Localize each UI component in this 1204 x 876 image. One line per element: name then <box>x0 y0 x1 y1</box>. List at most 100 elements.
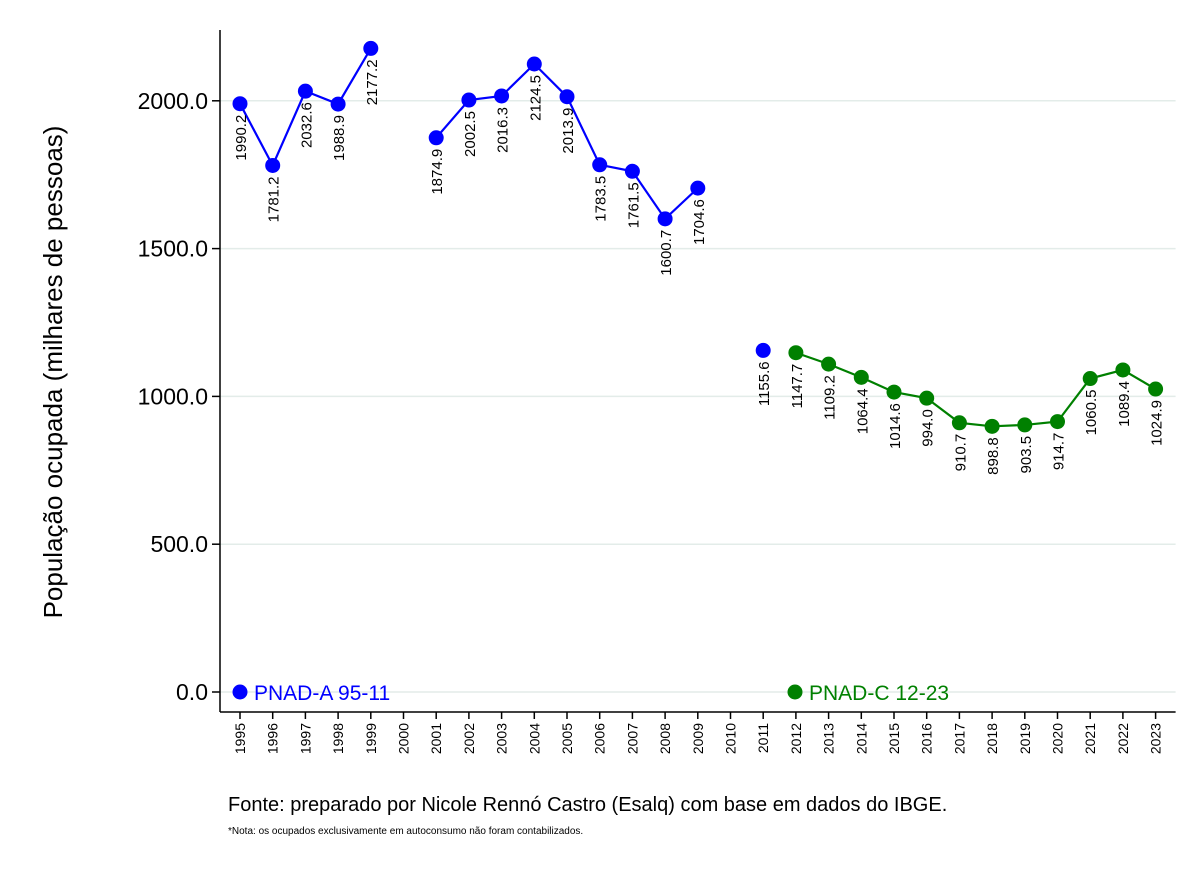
data-label: 1761.5 <box>625 182 642 228</box>
data-point <box>624 163 640 179</box>
data-point <box>1050 414 1065 430</box>
data-label: 914.7 <box>1051 433 1068 471</box>
data-point <box>919 390 935 406</box>
data-label: 1600.7 <box>658 230 675 276</box>
data-point <box>1082 371 1098 387</box>
data-label: 2124.5 <box>527 75 544 121</box>
data-label: 903.5 <box>1018 436 1035 474</box>
legend-label: PNAD-C 12-23 <box>809 682 949 705</box>
x-tick-label: 2008 <box>657 723 673 754</box>
x-tick-label: 2003 <box>494 723 510 754</box>
series-group: 1990.2 1781.2 2032.6 1988.9 2177.2 1874.9 2002… <box>232 40 1166 475</box>
x-tick-label: 1995 <box>232 723 248 754</box>
y-tick-label: 2000.0 <box>138 88 208 114</box>
data-point <box>559 89 575 105</box>
data-label: 1988.9 <box>331 115 348 161</box>
x-tick-label: 2018 <box>984 723 1000 754</box>
legend-marker <box>232 684 248 700</box>
data-point <box>886 384 902 400</box>
x-tick-label: 2007 <box>624 723 640 754</box>
x-tick-label: 2017 <box>951 723 967 754</box>
x-tick-label: 2005 <box>559 723 575 754</box>
data-point <box>363 40 379 56</box>
y-axis-ticks: 0.0 500.0 1000.0 1500.0 2000.0 <box>138 88 220 705</box>
data-point <box>755 342 771 358</box>
data-label: 1147.7 <box>789 364 806 409</box>
data-point <box>821 356 837 372</box>
data-point <box>690 180 706 196</box>
x-tick-label: 2014 <box>853 723 869 754</box>
data-label: 1155.6 <box>756 361 773 406</box>
data-label: 1704.6 <box>691 199 708 245</box>
data-point <box>461 92 477 108</box>
legend-label: PNAD-A 95-11 <box>254 682 390 705</box>
data-point <box>526 56 542 72</box>
data-point <box>1115 362 1131 378</box>
x-tick-label: 2022 <box>1115 723 1131 754</box>
data-point <box>1017 417 1033 433</box>
y-tick-label: 500.0 <box>150 531 208 557</box>
data-point <box>494 88 510 104</box>
data-label: 1014.6 <box>887 403 904 449</box>
y-tick-label: 1500.0 <box>138 236 208 262</box>
data-label: 1060.5 <box>1083 390 1100 436</box>
y-tick-label: 1000.0 <box>138 383 208 409</box>
data-point <box>592 157 608 173</box>
x-tick-label: 1998 <box>330 723 346 754</box>
data-point <box>428 130 444 146</box>
x-tick-label: 2015 <box>886 723 902 754</box>
data-label: 1783.5 <box>593 176 610 222</box>
series-pnad-a: 1990.2 1781.2 2032.6 1988.9 2177.2 1874.9 2002… <box>232 40 773 406</box>
x-tick-label: 1997 <box>297 723 313 754</box>
data-label: 1064.4 <box>854 388 871 434</box>
data-label: 1874.9 <box>429 149 446 195</box>
data-point <box>657 211 673 227</box>
x-tick-label: 2012 <box>788 723 804 754</box>
source-caption: Fonte: preparado por Nicole Rennó Castro… <box>228 794 948 816</box>
x-tick-label: 2019 <box>1017 723 1033 754</box>
data-point <box>1148 381 1164 397</box>
x-tick-label: 2006 <box>592 723 608 754</box>
data-point <box>788 345 804 361</box>
x-tick-label: 2021 <box>1082 723 1098 754</box>
data-point <box>951 415 967 431</box>
data-label: 2013.9 <box>560 108 577 154</box>
data-label: 994.0 <box>920 409 937 447</box>
y-axis-label: População ocupada (milhares de pessoas) <box>38 126 68 619</box>
data-label: 910.7 <box>952 434 969 472</box>
data-point <box>232 96 248 112</box>
legend-marker <box>787 684 803 700</box>
x-tick-label: 2009 <box>690 723 706 754</box>
x-axis-ticks: 1995 1996 1997 1998 1999 2000 2001 2002 2003 2004… <box>232 712 1164 754</box>
x-tick-label: 2020 <box>1050 723 1066 754</box>
data-label: 1990.2 <box>233 115 250 161</box>
y-tick-label: 0.0 <box>176 679 208 705</box>
data-label: 1109.2 <box>822 375 839 420</box>
x-tick-label: 2001 <box>428 723 444 754</box>
data-label: 898.8 <box>985 437 1002 475</box>
data-label: 2016.3 <box>495 107 512 153</box>
data-label: 2032.6 <box>298 102 315 148</box>
legend: PNAD-A 95-11 PNAD-C 12-23 <box>232 682 949 705</box>
x-tick-label: 1996 <box>265 723 281 754</box>
footnote: *Nota: os ocupados exclusivamente em aut… <box>228 826 584 837</box>
data-label: 2002.5 <box>462 111 479 157</box>
series-pnad-c: 1147.7 1109.2 1064.4 1014.6 994.0 910.7 898.8 9… <box>788 345 1166 475</box>
data-point <box>853 369 869 385</box>
data-label: 2177.2 <box>364 59 381 105</box>
series-line <box>795 351 1157 428</box>
x-tick-label: 2013 <box>821 723 837 754</box>
data-label: 1089.4 <box>1116 381 1133 427</box>
x-tick-label: 2002 <box>461 723 477 754</box>
x-tick-label: 2023 <box>1148 723 1164 754</box>
data-point <box>265 157 281 173</box>
grid-lines <box>220 100 1176 693</box>
x-tick-label: 2016 <box>919 723 935 754</box>
x-tick-label: 2000 <box>396 723 412 754</box>
data-label: 1781.2 <box>266 176 283 222</box>
x-tick-label: 2010 <box>723 723 739 754</box>
data-point <box>330 96 346 112</box>
data-point <box>297 83 313 99</box>
x-tick-label: 1999 <box>363 723 379 754</box>
